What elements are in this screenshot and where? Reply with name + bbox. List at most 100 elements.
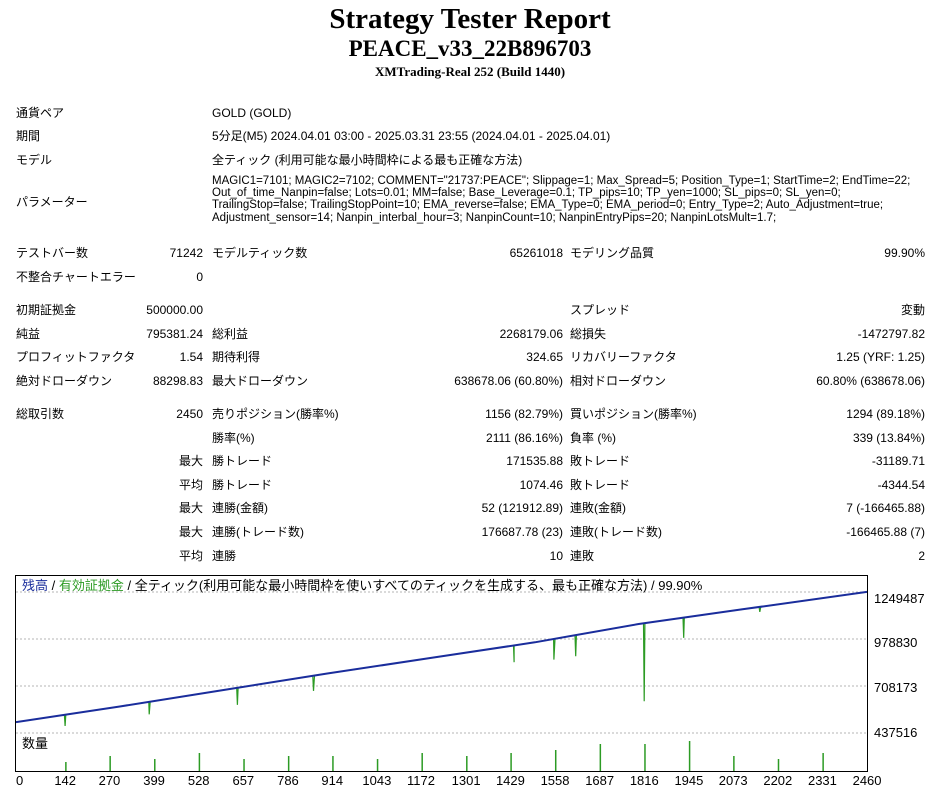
report-title: Strategy Tester Report bbox=[329, 3, 611, 35]
legend-separator: / bbox=[48, 578, 59, 593]
stat-label: 絶対ドローダウン bbox=[16, 374, 113, 388]
stat-label: 勝トレード bbox=[212, 478, 273, 492]
stat-value: 60.80% (638678.06) bbox=[816, 374, 925, 388]
stat-label: 勝率(%) bbox=[212, 431, 255, 445]
stat-value: 1294 (89.18%) bbox=[846, 407, 925, 421]
stat-label: 売りポジション(勝率%) bbox=[212, 407, 339, 421]
stat-prefix: 最大 bbox=[178, 501, 203, 515]
stat-value: 1156 (82.79%) bbox=[485, 407, 563, 421]
stats-row-largest: 最大 勝トレード 171535.88 敗トレード -31189.71 bbox=[0, 452, 940, 470]
x-tick-label: 1687 bbox=[585, 773, 615, 788]
volume-bar bbox=[554, 750, 557, 771]
stat-prefix: 最大 bbox=[178, 525, 203, 539]
x-tick-label: 1558 bbox=[540, 773, 570, 788]
x-tick-label: 399 bbox=[143, 773, 165, 788]
stat-value: 795381.24 bbox=[146, 327, 203, 341]
stat-label: 連勝(トレード数) bbox=[212, 525, 304, 539]
stat-value: 10 bbox=[549, 549, 563, 563]
stats-row-avgcons: 平均 連勝 10 連敗 2 bbox=[0, 547, 940, 565]
stats-row-bars: テストバー数 71242 モデルティック数 65261018 モデリング品質 9… bbox=[0, 244, 940, 262]
stat-label: 連敗(トレード数) bbox=[570, 525, 662, 539]
stats-row-maxconsprofit: 最大 連勝(トレード数) 176687.78 (23) 連敗(トレード数) -1… bbox=[0, 523, 940, 541]
period-value: 5分足(M5) 2024.04.01 03:00 - 2025.03.31 23… bbox=[212, 129, 611, 143]
stat-value: 1.25 (YRF: 1.25) bbox=[836, 350, 925, 364]
legend-balance: 残高 bbox=[22, 578, 49, 593]
stat-value: 71242 bbox=[169, 246, 203, 260]
x-tick-label: 1945 bbox=[674, 773, 704, 788]
x-tick-label: 1172 bbox=[407, 773, 435, 788]
volume-bar bbox=[733, 756, 735, 771]
stats-row-maxcons: 最大 連勝(金額) 52 (121912.89) 連敗(金額) 7 (-1664… bbox=[0, 499, 940, 517]
y-tick-label: 708173 bbox=[874, 680, 918, 695]
stat-value: 2 bbox=[918, 549, 925, 563]
stat-value: 変動 bbox=[900, 303, 925, 317]
x-tick-label: 0 bbox=[16, 773, 24, 788]
stat-label: モデルティック数 bbox=[212, 246, 308, 260]
stat-label: 買いポジション(勝率%) bbox=[570, 407, 697, 421]
stats-row-mismatch: 不整合チャートエラー 0 bbox=[0, 268, 940, 286]
stat-value: 65261018 bbox=[509, 246, 563, 260]
stat-value: 324.65 bbox=[526, 350, 563, 364]
x-tick-label: 2202 bbox=[763, 773, 793, 788]
stat-value: 2111 (86.16%) bbox=[486, 431, 563, 445]
stats-row-drawdown: 絶対ドローダウン 88298.83 最大ドローダウン 638678.06 (60… bbox=[0, 372, 940, 390]
stat-label: 総利益 bbox=[212, 327, 249, 341]
balance-line bbox=[16, 590, 867, 724]
y-tick-label: 437516 bbox=[874, 725, 918, 740]
stat-label: 相対ドローダウン bbox=[570, 374, 667, 388]
stat-value: 500000.00 bbox=[146, 303, 203, 317]
stat-value: 99.90% bbox=[884, 246, 925, 260]
x-tick-label: 914 bbox=[321, 773, 344, 788]
params-label: パラメーター bbox=[16, 195, 88, 209]
params-value: MAGIC1=7101; MAGIC2=7102; COMMENT="21737… bbox=[212, 175, 911, 224]
stats-row-average: 平均 勝トレード 1074.46 敗トレード -4344.54 bbox=[0, 476, 940, 494]
volume-bar bbox=[777, 759, 780, 771]
y-tick-label: 978830 bbox=[874, 635, 918, 650]
stat-value: 7 (-166465.88) bbox=[846, 501, 925, 515]
volume-bar bbox=[198, 753, 201, 771]
stat-label: モデリング品質 bbox=[570, 246, 655, 260]
stat-value: 88298.83 bbox=[152, 374, 203, 388]
stat-label: テストバー数 bbox=[16, 246, 89, 260]
stat-value: -4344.54 bbox=[877, 478, 925, 492]
volume-bar bbox=[65, 762, 67, 771]
stat-value: 2450 bbox=[176, 407, 203, 421]
x-tick-label: 270 bbox=[98, 773, 121, 788]
server-info: XMTrading-Real 252 (Build 1440) bbox=[374, 64, 566, 79]
stat-label: 総損失 bbox=[570, 327, 607, 341]
stat-label: 勝トレード bbox=[212, 454, 273, 468]
period-label: 期間 bbox=[16, 129, 41, 143]
volume-label: 数量 bbox=[22, 736, 49, 751]
volume-bar bbox=[332, 756, 334, 771]
stat-label: 初期証拠金 bbox=[16, 303, 77, 317]
x-tick-label: 1301 bbox=[451, 773, 481, 788]
stat-prefix: 平均 bbox=[178, 478, 203, 492]
volume-bar bbox=[376, 759, 379, 771]
stat-label: 敗トレード bbox=[570, 454, 631, 468]
stat-value: 1074.46 bbox=[519, 478, 563, 492]
volume-bar bbox=[109, 756, 111, 771]
volume-bar bbox=[421, 753, 423, 771]
stat-label: 純益 bbox=[16, 327, 41, 341]
stat-label: 連勝(金額) bbox=[212, 501, 268, 515]
volume-bar bbox=[154, 759, 156, 771]
stats-row-deposit: 初期証拠金 500000.00 スプレッド 変動 bbox=[0, 301, 940, 319]
volume-bar bbox=[644, 744, 646, 771]
stat-value: 339 (13.84%) bbox=[852, 431, 925, 445]
symbol-row: 通貨ペア bbox=[0, 104, 940, 122]
x-tick-label: 2331 bbox=[807, 773, 837, 788]
stat-label: 連勝 bbox=[212, 549, 237, 563]
period-row: 期間 bbox=[0, 127, 940, 145]
stat-label: 最大ドローダウン bbox=[212, 374, 309, 388]
symbol-label: 通貨ペア bbox=[16, 106, 65, 120]
stat-value: 52 (121912.89) bbox=[481, 501, 563, 515]
balance-chart: 残高 / 有効証拠金 / 全ティック(利用可能な最小時間枠を使いすべてのティック… bbox=[15, 575, 868, 735]
stat-label: リカバリーファクタ bbox=[570, 350, 677, 364]
stats-row-trades: 総取引数 2450 売りポジション(勝率%) 1156 (82.79%) 買いポ… bbox=[0, 405, 940, 423]
stat-label: 不整合チャートエラー bbox=[16, 270, 136, 284]
stat-label: 総取引数 bbox=[16, 407, 65, 421]
report-subtitle: PEACE_v33_22B896703 bbox=[348, 36, 592, 61]
stat-value: -166465.88 (7) bbox=[846, 525, 925, 539]
stat-value: 0 bbox=[196, 270, 203, 284]
volume-bar bbox=[287, 756, 290, 771]
